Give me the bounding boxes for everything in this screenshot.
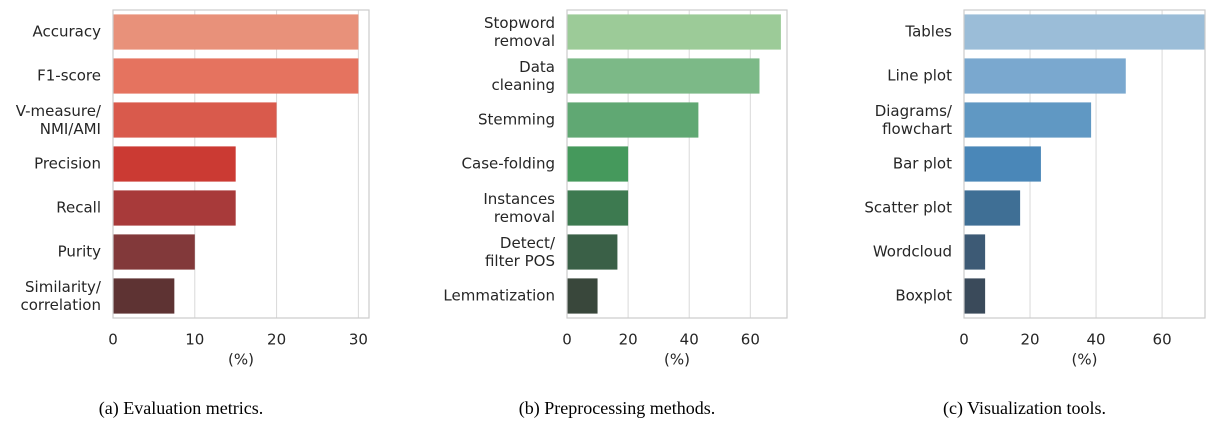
x-axis-label: (%)	[1072, 351, 1098, 369]
x-tick-label: 60	[741, 331, 760, 349]
x-tick-label: 0	[959, 331, 969, 349]
bar	[113, 278, 175, 314]
caption: (c) Visualization tools.	[943, 398, 1106, 419]
x-tick-label: 0	[562, 331, 572, 349]
bar	[964, 146, 1041, 182]
y-tick-label: Recall	[56, 199, 101, 217]
x-tick-label: 20	[619, 331, 638, 349]
bar	[567, 58, 760, 94]
y-tick-label: F1-score	[37, 67, 101, 85]
plot-frame	[963, 9, 1206, 319]
y-tick-label: Stopword removal	[484, 14, 555, 50]
y-tick-label: Instances removal	[483, 190, 555, 226]
bar	[567, 146, 629, 182]
x-tick-label: 20	[267, 331, 286, 349]
bar	[113, 102, 277, 138]
y-tick-label: Scatter plot	[864, 199, 952, 217]
bar	[567, 14, 781, 50]
plot-frame	[112, 9, 370, 319]
bar	[113, 234, 195, 270]
x-tick-label: 40	[680, 331, 699, 349]
y-tick-label: V-measure/NMI/AMI	[16, 102, 102, 138]
x-tick-label: 30	[349, 331, 368, 349]
y-tick-label: Wordcloud	[873, 243, 952, 261]
y-tick-label: Case-folding	[462, 155, 555, 173]
bar	[964, 278, 986, 314]
x-tick-label: 0	[108, 331, 118, 349]
bar	[113, 58, 359, 94]
y-tick-label: Boxplot	[895, 287, 952, 305]
bar	[113, 146, 236, 182]
y-tick-label: Stemming	[478, 111, 555, 129]
y-tick-label: Data cleaning	[491, 58, 555, 94]
bar	[567, 190, 629, 226]
x-tick-label: 60	[1153, 331, 1172, 349]
y-tick-label: Lemmatization	[443, 287, 555, 305]
bar	[113, 190, 236, 226]
y-tick-label: Detect/filter POS	[485, 234, 556, 270]
y-tick-label: Similarity/correlation	[21, 278, 102, 314]
bar	[964, 234, 986, 270]
x-axis-label: (%)	[228, 351, 254, 369]
bar	[567, 102, 699, 138]
caption: (a) Evaluation metrics.	[99, 398, 263, 419]
bar	[567, 234, 618, 270]
y-tick-label: Tables	[904, 23, 952, 41]
plot-frame	[566, 9, 788, 319]
y-tick-label: Diagrams/flowchart	[875, 102, 953, 138]
x-tick-label: 40	[1087, 331, 1106, 349]
y-tick-label: Purity	[58, 243, 102, 261]
caption: (b) Preprocessing methods.	[519, 398, 715, 419]
bar	[964, 190, 1021, 226]
bar	[964, 102, 1092, 138]
y-tick-label: Precision	[34, 155, 101, 173]
x-tick-label: 20	[1020, 331, 1039, 349]
bar	[113, 14, 359, 50]
y-tick-label: Line plot	[887, 67, 952, 85]
x-tick-label: 10	[185, 331, 204, 349]
y-tick-label: Bar plot	[893, 155, 952, 173]
bar	[964, 14, 1205, 50]
x-axis-label: (%)	[664, 351, 690, 369]
y-tick-label: Accuracy	[33, 23, 102, 41]
bar	[964, 58, 1126, 94]
bar	[567, 278, 598, 314]
